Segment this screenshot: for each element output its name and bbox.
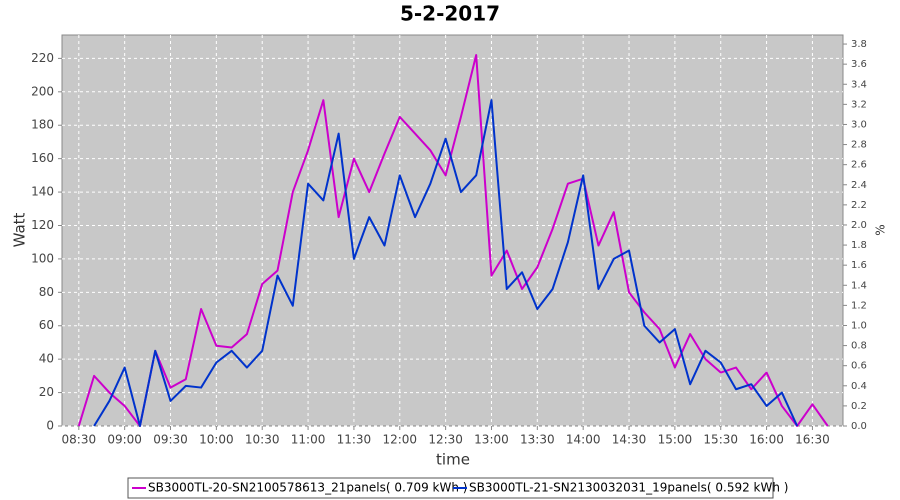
y-tick-label: 140: [31, 185, 54, 199]
y2-tick-label: 2.4: [851, 180, 867, 191]
x-tick-label: 08:30: [62, 433, 97, 447]
x-tick-label: 14:00: [566, 433, 601, 447]
plot-area: [61, 34, 844, 427]
y-tick-label: 20: [39, 385, 54, 399]
y2-tick-label: 1.4: [851, 280, 867, 291]
y-tick-label: 60: [39, 318, 54, 332]
y-tick-label: 200: [31, 84, 54, 98]
x-tick-label: 11:30: [337, 433, 372, 447]
x-tick-label: 09:30: [153, 433, 188, 447]
y2-tick-label: 1.6: [851, 260, 867, 271]
x-tick-label: 13:30: [520, 433, 555, 447]
x-tick-label: 14:30: [612, 433, 647, 447]
y2-tick-label: 0.4: [851, 381, 867, 392]
x-axis-label: time: [436, 451, 470, 469]
y2-tick-label: 3.4: [851, 79, 867, 90]
y2-tick-label: 2.2: [851, 200, 867, 211]
series-line: [93, 99, 799, 427]
y2-tick-label: 0.8: [851, 341, 867, 352]
x-tick-label: 09:00: [107, 433, 142, 447]
y2-tick-label: 0.2: [851, 401, 867, 412]
y2-tick-label: 1.8: [851, 240, 867, 251]
legend-label: SB3000TL-20-SN2100578613_21panels( 0.709…: [148, 481, 467, 495]
y2-tick-label: 2.6: [851, 160, 867, 171]
y-tick-label: 100: [31, 251, 54, 265]
x-tick-label: 16:30: [795, 433, 830, 447]
x-tick-label: 12:30: [428, 433, 463, 447]
y-tick-label: 120: [31, 218, 54, 232]
y2-tick-label: 1.0: [851, 320, 867, 331]
x-tick-label: 10:30: [245, 433, 280, 447]
x-tick-label: 15:00: [658, 433, 693, 447]
y2-tick-label: 3.2: [851, 99, 867, 110]
legend: [127, 477, 774, 499]
y-tick-label: 160: [31, 151, 54, 165]
y2-tick-label: 2.0: [851, 220, 867, 231]
x-tick-label: 15:30: [703, 433, 738, 447]
y-tick-label: 180: [31, 118, 54, 132]
y2-axis-label: %: [874, 224, 888, 235]
x-tick-label: 10:00: [199, 433, 234, 447]
y2-tick-label: 1.2: [851, 300, 867, 311]
y-tick-label: 220: [31, 51, 54, 65]
x-tick-label: 16:00: [749, 433, 784, 447]
y-tick-label: 40: [39, 352, 54, 366]
x-tick-label: 13:00: [474, 433, 509, 447]
x-tick-label: 12:00: [382, 433, 417, 447]
y2-tick-label: 3.0: [851, 119, 867, 130]
y2-tick-label: 0.0: [851, 421, 867, 432]
y2-tick-label: 3.8: [851, 39, 867, 50]
y-axis-label: Watt: [11, 212, 29, 247]
y-tick-label: 0: [46, 419, 54, 433]
y2-tick-label: 0.6: [851, 361, 867, 372]
y2-tick-label: 2.8: [851, 140, 867, 151]
x-tick-label: 11:00: [291, 433, 326, 447]
chart-title: 5-2-2017: [400, 2, 500, 26]
y2-tick-label: 3.6: [851, 59, 867, 70]
legend-label: SB3000TL-21-SN2130032031_19panels( 0.592…: [469, 481, 788, 495]
y-tick-label: 80: [39, 285, 54, 299]
